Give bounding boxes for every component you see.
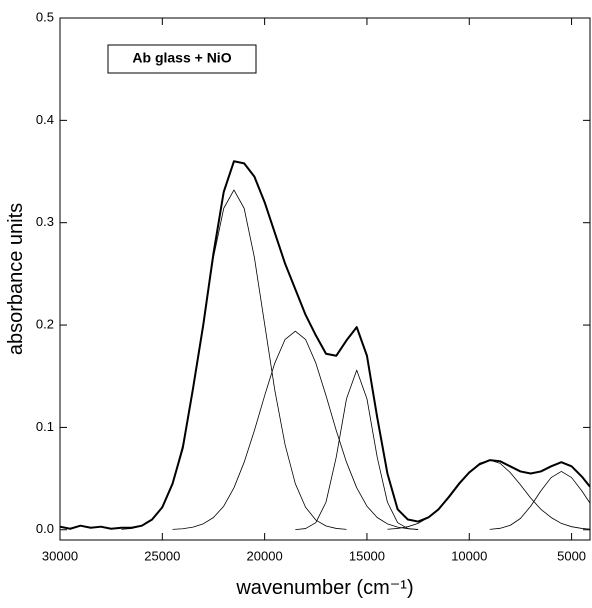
x-tick-label: 5000 <box>557 548 586 563</box>
y-tick-label: 0.3 <box>36 214 54 229</box>
y-axis-title: absorbance units <box>5 203 27 355</box>
x-tick-label: 10000 <box>451 548 487 563</box>
spectrum-line <box>295 369 419 531</box>
y-tick-label: 0.0 <box>36 521 54 536</box>
x-tick-label: 25000 <box>144 548 180 563</box>
spectrum-line <box>121 189 347 530</box>
x-tick-label: 30000 <box>42 548 78 563</box>
spectrum-line <box>489 471 590 530</box>
spectrum-line <box>172 330 419 530</box>
x-tick-label: 20000 <box>247 548 283 563</box>
y-tick-label: 0.4 <box>36 112 54 127</box>
spectrum-line <box>60 160 590 530</box>
x-axis-title: wavenumber (cm⁻¹) <box>235 577 413 599</box>
annotation-box <box>107 44 257 74</box>
y-tick-label: 0.2 <box>36 316 54 331</box>
annotation: Ab glass + NiO <box>132 50 231 66</box>
y-tick-label: 0.1 <box>36 419 54 434</box>
spectrum-line <box>387 459 590 530</box>
plot-frame <box>59 17 591 541</box>
x-tick-label: 15000 <box>349 548 385 563</box>
y-tick-label: 0.5 <box>36 9 54 24</box>
